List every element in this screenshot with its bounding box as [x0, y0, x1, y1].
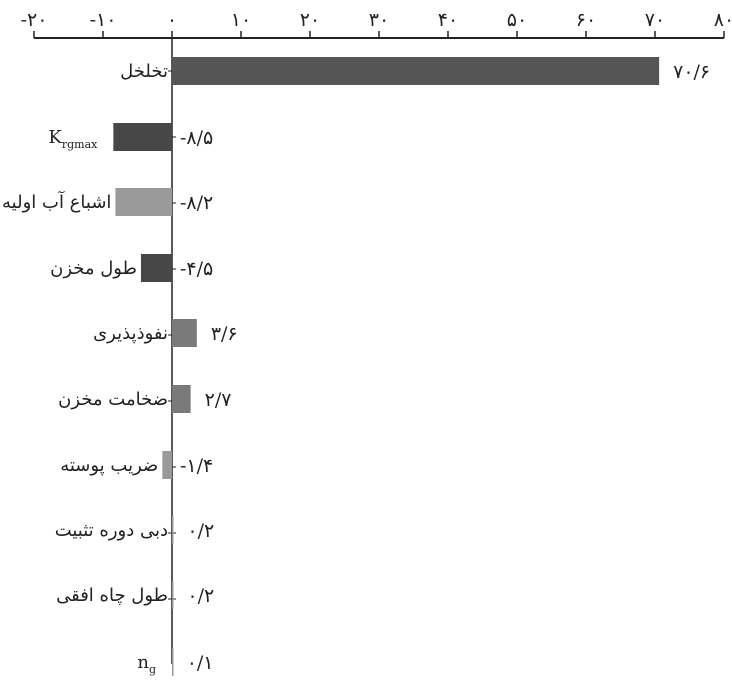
value-label: -۸/۵	[180, 127, 213, 149]
category-label: تخلخل	[120, 61, 168, 82]
category-label: ضریب پوسته	[60, 455, 158, 476]
x-tick-label: ۷۰	[645, 9, 665, 31]
value-label: -۱/۴	[180, 455, 213, 477]
value-label: ۷۰/۶	[673, 61, 710, 83]
value-label: -۸/۲	[180, 192, 213, 214]
value-label: ۲/۷	[205, 389, 232, 411]
category-label: دبی دوره تثبیت	[55, 520, 168, 541]
bar	[162, 451, 172, 479]
bar	[172, 385, 191, 413]
x-tick-label: ۳۰	[369, 9, 389, 31]
category-label: ng	[137, 652, 156, 676]
labels: ۷۰/۶ تخلخل -۸/۵ Krgmax -۸/۲ اشباع آب اولیه -۴/…	[2, 61, 710, 676]
category-label: طول چاه افقی	[56, 585, 168, 606]
bar	[172, 648, 174, 676]
x-tick-label: -۲۰	[21, 9, 48, 31]
value-label: ۰/۲	[187, 520, 214, 542]
x-tick-label: ۲۰	[300, 9, 320, 31]
bar	[115, 188, 172, 216]
x-tick-label: ۸۰	[714, 9, 732, 31]
value-label: -۴/۵	[180, 258, 213, 280]
x-tick-label: ۵۰	[507, 9, 527, 31]
x-tick-label: -۱۰	[90, 9, 117, 31]
x-axis: -۲۰ -۱۰ ۰ ۱۰ ۲۰ ۳۰ ۴۰ ۵۰ ۶۰ ۷۰ ۸۰	[21, 9, 732, 664]
bar	[113, 123, 172, 151]
value-label: ۰/۲	[187, 585, 214, 607]
bar	[172, 581, 174, 609]
value-label: ۳/۶	[211, 323, 238, 345]
x-tick-label: ۴۰	[438, 9, 458, 31]
category-label: Krgmax	[48, 127, 98, 151]
category-label: ضخامت مخزن	[58, 389, 168, 410]
bar	[172, 319, 197, 347]
bar	[172, 57, 660, 85]
x-tick-label: ۰	[167, 9, 177, 31]
bar	[172, 516, 174, 544]
value-label: ۰/۱	[187, 652, 214, 674]
category-label: اشباع آب اولیه	[2, 190, 111, 213]
category-label: نفوذپذیری	[93, 323, 168, 344]
x-tick-label: ۶۰	[576, 9, 596, 31]
x-tick-label: ۱۰	[231, 9, 251, 31]
bars	[113, 57, 660, 676]
category-label: طول مخزن	[50, 258, 137, 279]
bar	[140, 254, 172, 282]
